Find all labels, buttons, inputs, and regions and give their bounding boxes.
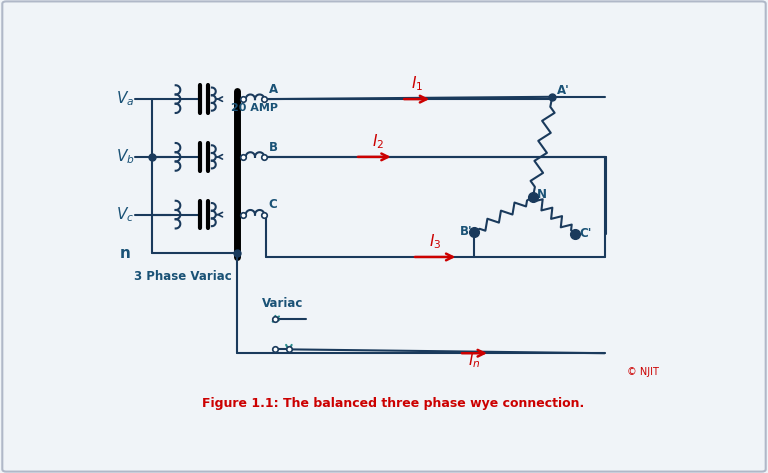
Text: 3 Phase Variac: 3 Phase Variac bbox=[134, 270, 231, 283]
Text: © NJIT: © NJIT bbox=[627, 368, 658, 377]
Text: B: B bbox=[269, 140, 278, 154]
Text: N: N bbox=[537, 188, 547, 201]
Text: Figure 1.1: The balanced three phase wye connection.: Figure 1.1: The balanced three phase wye… bbox=[203, 397, 584, 410]
Text: $V_b$: $V_b$ bbox=[115, 148, 134, 166]
Text: $I_2$: $I_2$ bbox=[372, 132, 384, 151]
Text: B': B' bbox=[460, 226, 472, 238]
Text: A': A' bbox=[557, 84, 570, 96]
Text: n: n bbox=[120, 245, 131, 261]
Text: A: A bbox=[269, 83, 278, 96]
Text: Variac: Variac bbox=[262, 297, 303, 310]
Text: $V_a$: $V_a$ bbox=[116, 90, 134, 108]
Text: $I_3$: $I_3$ bbox=[429, 232, 442, 251]
Text: $I_1$: $I_1$ bbox=[411, 74, 423, 93]
Text: C: C bbox=[269, 199, 277, 211]
Text: 20 AMP: 20 AMP bbox=[231, 103, 279, 113]
Text: C': C' bbox=[579, 227, 591, 240]
Text: $I_n$: $I_n$ bbox=[468, 351, 481, 370]
Text: $V_c$: $V_c$ bbox=[116, 205, 134, 224]
